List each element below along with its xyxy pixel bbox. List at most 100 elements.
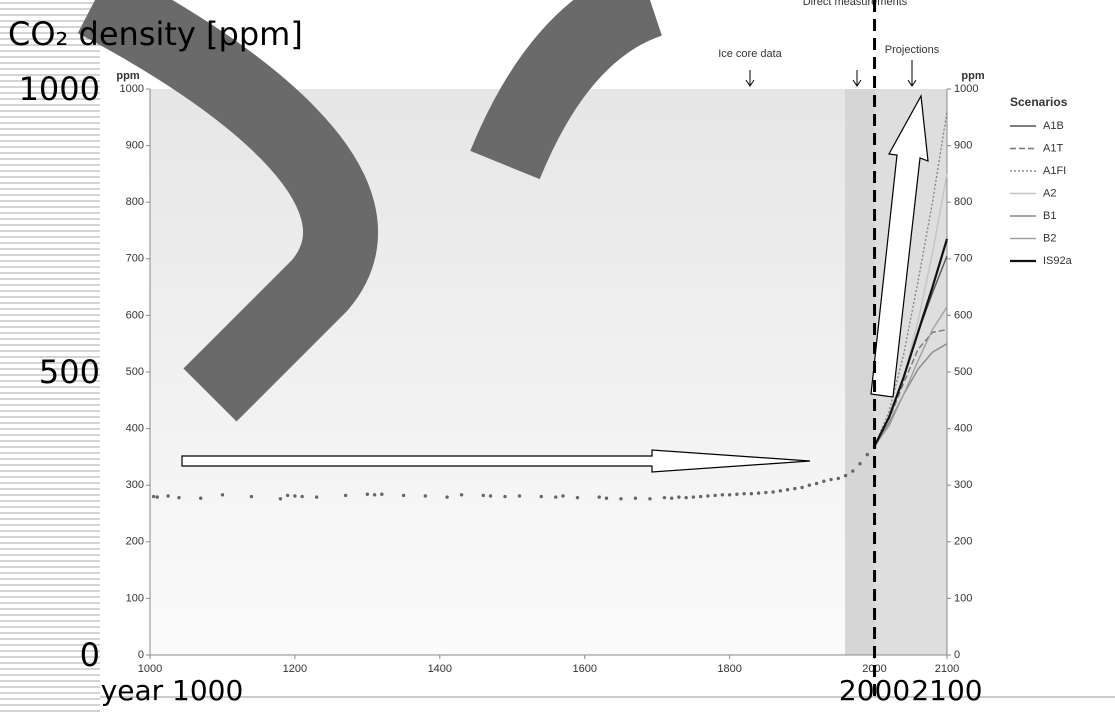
ice-core-point: [380, 492, 384, 496]
ice-core-point: [619, 497, 623, 501]
y-tick-label: 900: [126, 140, 144, 152]
ice-core-point: [177, 495, 181, 500]
ice-core-point: [814, 481, 819, 486]
chart-title: CO₂ density [ppm]: [8, 15, 303, 53]
y-tick-label: 700: [126, 253, 144, 265]
ice-core-point: [220, 493, 225, 497]
ice-core-point: [698, 494, 703, 499]
y-tick-label: 400: [126, 423, 144, 435]
y2-tick-label: 400: [954, 423, 972, 435]
ice-core-point: [865, 452, 869, 457]
ice-core-point: [669, 496, 674, 500]
ice-core-point: [539, 494, 543, 499]
y-axis-label: ppm: [116, 70, 139, 82]
ice-core-point: [503, 494, 507, 499]
y2-tick-label: 500: [954, 366, 972, 378]
ice-core-point: [372, 493, 377, 497]
annotation: Direct measurements: [802, 0, 908, 8]
scenario-line: [873, 343, 948, 447]
ice-core-point: [343, 493, 348, 498]
ice-core-point: [278, 497, 283, 501]
overlay-y-label: 1000: [19, 70, 100, 108]
overlay-y-label: 0: [80, 636, 100, 674]
ice-core-point: [771, 490, 775, 494]
overlay-y-label: 500: [39, 353, 100, 391]
legend-label: B1: [1043, 210, 1056, 222]
ice-core-point: [151, 494, 156, 499]
ice-core-point: [445, 495, 449, 499]
ice-core-point: [785, 488, 790, 492]
y2-tick-label: 300: [954, 479, 972, 491]
y-tick-label: 100: [126, 592, 144, 604]
ice-core-point: [807, 483, 812, 487]
ice-core-point: [517, 494, 522, 498]
ice-core-point: [365, 492, 370, 496]
ice-core-point: [633, 496, 638, 500]
ice-core-point: [293, 494, 297, 498]
y2-axis-label: ppm: [961, 70, 984, 82]
ice-core-point: [684, 495, 688, 500]
y2-tick-label: 0: [954, 649, 960, 661]
ice-core-point: [829, 477, 833, 482]
x-tick-label: 1800: [717, 663, 741, 675]
x-tick-label: 1000: [138, 663, 162, 675]
y-tick-label: 600: [126, 309, 144, 321]
ice-core-point: [851, 469, 855, 473]
ice-core-point: [575, 495, 580, 500]
y2-tick-label: 1000: [954, 83, 978, 95]
y-tick-label: 500: [126, 366, 144, 378]
ice-core-point: [822, 479, 826, 483]
legend-label: IS92a: [1043, 255, 1073, 267]
scenario-line: [873, 238, 949, 447]
x-tick-label: 1200: [283, 663, 307, 675]
ice-core-point: [554, 495, 558, 499]
ice-core-point: [793, 486, 797, 491]
scenario-line: [873, 306, 948, 447]
trend-arrow: [181, 449, 811, 473]
ice-core-point: [727, 493, 732, 497]
ice-core-point: [488, 494, 493, 498]
overlay-x-label: year 1000: [101, 674, 244, 707]
y2-tick-label: 600: [954, 309, 972, 321]
ice-core-point: [713, 493, 717, 498]
ice-core-point: [199, 496, 203, 500]
y-tick-label: 300: [126, 479, 144, 491]
legend-label: B2: [1043, 232, 1056, 244]
ice-core-point: [604, 496, 609, 500]
slide-stripes: [0, 0, 100, 715]
annotation-box: Direct measurements: [802, 0, 908, 8]
annotation: Ice core data: [718, 48, 782, 60]
ice-core-point: [314, 495, 319, 499]
y2-tick-label: 800: [954, 196, 972, 208]
annotation: Projections: [885, 44, 940, 56]
ice-core-point: [300, 494, 304, 499]
ice-core-point: [648, 497, 652, 501]
ice-core-point: [285, 493, 290, 498]
ice-core-point: [756, 491, 761, 495]
legend-label: A2: [1043, 187, 1056, 199]
y-tick-label: 200: [126, 536, 144, 548]
decorative-stroke: [77, 0, 378, 422]
ice-core-point: [764, 490, 768, 495]
x-tick-label: 2100: [935, 663, 959, 675]
y2-tick-label: 100: [954, 592, 972, 604]
ice-core-point: [749, 491, 754, 496]
ice-core-point: [720, 493, 725, 497]
ice-core-point: [735, 492, 739, 496]
overlay-x-label: 2100: [911, 674, 982, 707]
x-tick-label: 1400: [428, 663, 452, 675]
ice-core-point: [662, 495, 667, 500]
ice-core-point: [249, 494, 254, 499]
y2-tick-label: 700: [954, 253, 972, 265]
annotation-arrows: [745, 60, 917, 87]
measurement-band: [845, 89, 875, 655]
ice-core-point: [597, 495, 601, 499]
ice-core-point: [401, 493, 406, 498]
ice-core-point: [459, 493, 464, 497]
ice-core-point: [800, 485, 804, 490]
legend-label: A1T: [1043, 142, 1063, 154]
ice-core-point: [691, 495, 696, 499]
ice-core-point: [166, 494, 170, 498]
ice-core-point: [677, 495, 681, 499]
